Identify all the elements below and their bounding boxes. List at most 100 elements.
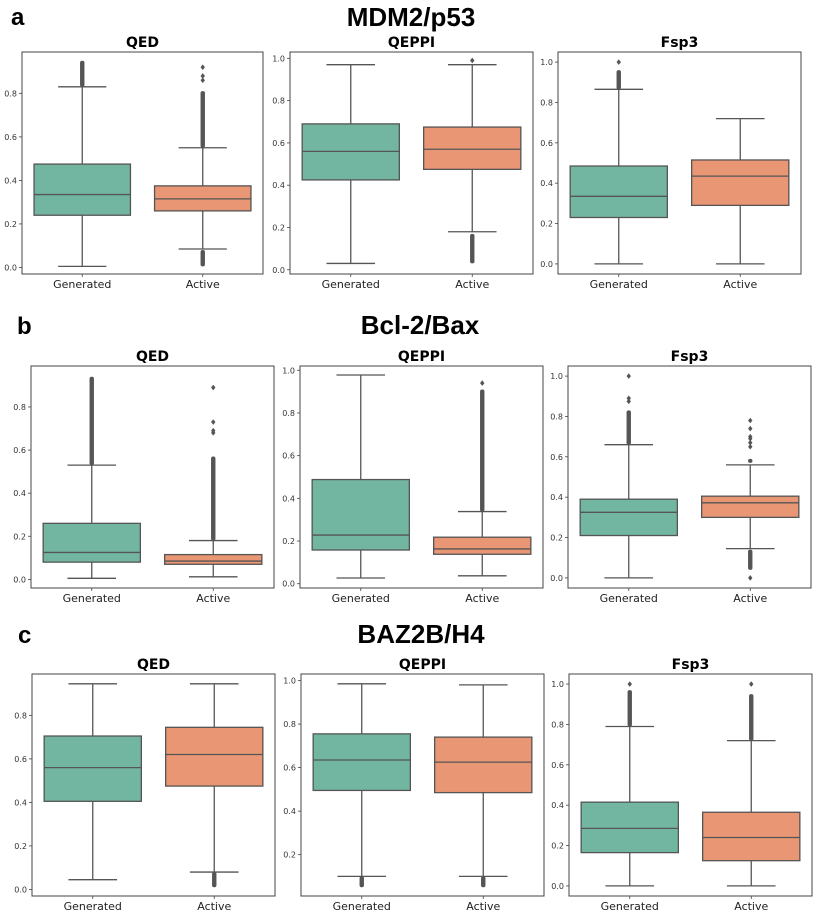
subplot-title: QEPPI [399,657,446,673]
y-tick-label: 0.6 [550,453,563,462]
iqr-box [432,536,532,555]
subplot-title: Fsp3 [672,657,710,673]
iqr-box [43,735,142,802]
y-tick-label: 0.0 [540,260,553,269]
box-active [702,681,801,887]
y-tick-label: 1.0 [282,366,295,375]
x-tick-label: Active [197,900,231,913]
y-tick-label: 0.4 [283,807,296,816]
outlier-point [200,64,205,71]
axes-frame [21,51,264,275]
y-tick-label: 0.8 [551,720,564,729]
outlier-point [749,681,754,687]
y-tick-label: 0.6 [551,761,564,770]
iqr-box [569,165,669,219]
iqr-box [691,159,790,207]
subplot-b-fsp3: Fsp3 0.0 0.2 0.4 0.6 0.8 1.0 Generated Active [550,349,812,605]
box-generated [312,683,411,888]
outliers-high [480,389,485,512]
axes-frame [300,673,545,897]
y-tick-label: 0.0 [14,885,27,894]
y-tick-label: 0.2 [282,537,295,546]
panel-letter-b: b [17,313,32,340]
y-tick-label: 1.0 [551,680,564,689]
y-tick-label: 0.4 [13,489,26,498]
outlier-point [616,59,621,65]
x-tick-label: Generated [590,278,648,291]
subplot-title: QED [136,349,169,365]
iqr-box [164,726,264,787]
outlier-point [748,433,753,440]
y-tick-label: 0.6 [283,764,296,773]
iqr-box [433,736,533,794]
outliers-high [626,410,631,445]
row-title-b: Bcl-2/Bax [360,310,480,340]
iqr-box [701,495,800,519]
subplot-a-fsp3: Fsp3 0.0 0.2 0.4 0.6 0.8 1.0 Generated Active [540,35,802,291]
y-tick-label: 1.0 [550,372,563,381]
outliers-low [481,876,486,888]
outliers-low [359,876,364,888]
y-tick-label: 0.4 [551,801,564,810]
y-tick-label: 1.0 [540,58,553,67]
y-tick-label: 0.4 [540,179,553,188]
x-tick-label: Generated [63,592,121,605]
outlier-point [748,439,753,446]
iqr-box [163,553,263,565]
outliers-high [89,376,94,466]
outliers-low [212,872,217,888]
outlier-point [200,73,205,79]
subplot-title: QEPPI [388,35,435,51]
y-tick-label: 0.0 [13,575,26,584]
y-tick-label: 0.6 [4,133,17,142]
iqr-box [312,733,411,792]
y-tick-label: 0.2 [4,220,17,229]
outlier-point [748,443,753,450]
y-tick-label: 0.4 [282,494,295,503]
outliers-high [80,60,85,87]
subplot-b-qeppi: QEPPI 0.0 0.2 0.4 0.6 0.8 1.0 Generated Active [282,349,544,605]
box-generated [569,59,669,265]
y-tick-label: 0.8 [4,89,17,98]
box-active [153,64,252,267]
row-title-c: BAZ2B/H4 [357,619,485,649]
box-active [164,683,264,888]
outlier-point [470,57,475,64]
y-tick-label: 0.4 [550,493,563,502]
axes-frame [289,51,534,275]
y-tick-label: 0.4 [4,176,17,185]
iqr-box [33,163,132,216]
box-active [433,684,533,888]
y-tick-label: 0.8 [282,409,295,418]
y-tick-label: 0.0 [550,574,563,583]
outlier-point [200,77,205,84]
x-tick-label: Generated [332,592,390,605]
subplot-c-fsp3: Fsp3 0.0 0.2 0.4 0.6 0.8 1.0 Generated Active [551,657,813,913]
box-generated [311,374,410,579]
iqr-box [702,811,801,862]
x-tick-label: Generated [601,900,659,913]
subplot-a-qed: QED 0.0 0.2 0.4 0.6 0.8 Generated Active [4,35,264,291]
axes-frame [30,365,275,589]
iqr-box [579,498,679,537]
subplot-title: QEPPI [398,349,445,365]
y-tick-label: 0.0 [551,882,564,891]
outliers-high [627,690,632,727]
y-tick-label: 1.0 [283,677,296,686]
y-tick-label: 0.4 [14,798,27,807]
y-tick-label: 0.8 [13,403,26,412]
outliers-low [200,250,205,267]
y-tick-label: 0.2 [272,223,285,232]
box-generated [43,683,142,881]
iqr-box [422,126,522,170]
outlier-point [211,427,216,434]
box-generated [579,373,679,579]
subplot-title: Fsp3 [661,35,699,51]
panel-letter-c: c [18,622,32,649]
panel-letter-a: a [11,4,25,31]
outliers-high [211,456,216,541]
subplot-b-qed: QED 0.0 0.2 0.4 0.6 0.8 Generated Active [13,349,275,605]
x-tick-label: Generated [600,592,658,605]
y-tick-label: 0.8 [540,98,553,107]
